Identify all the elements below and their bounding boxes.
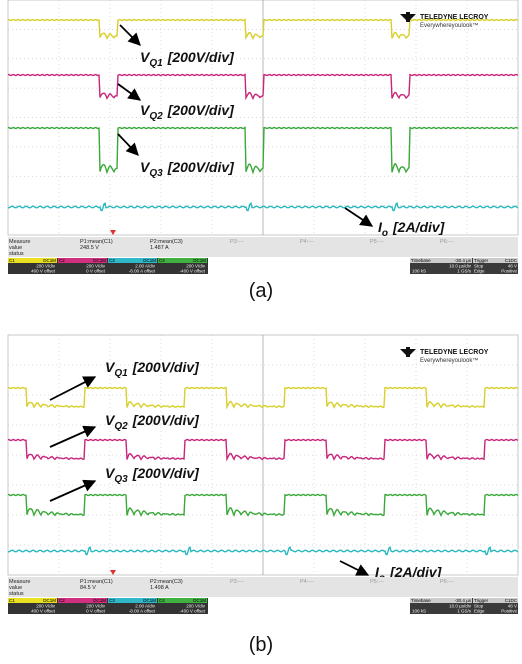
channel-coupling: DC1M <box>143 598 156 603</box>
measure-value: 1.487 A <box>150 245 169 251</box>
logo-tagline: Everywhereyoulook™ <box>420 22 478 29</box>
measure-value: 1.498 A <box>150 585 169 591</box>
timebase-samples: 100 kS <box>412 609 426 614</box>
annotation-scale: [200V/div] <box>132 465 200 481</box>
measure-status-label: status <box>9 591 24 597</box>
logo-tagline: Everywhereyoulook™ <box>420 357 478 364</box>
page: TELEDYNE LECROYEverywhereyoulook™VQ1[200… <box>0 0 522 664</box>
oscilloscope-panel: TELEDYNE LECROYEverywhereyoulook™VQ1[200… <box>8 335 518 614</box>
measure-header: P3:--- <box>230 239 244 245</box>
timebase-label: Timebase <box>411 258 431 263</box>
timebase-rate: 1 GS/s <box>457 269 472 274</box>
channel-name: C4 <box>159 258 165 263</box>
channel-offset: 0 V offset <box>86 609 106 614</box>
logo-brand: TELEDYNE LECROY <box>420 14 489 21</box>
channel-offset: -8.00 A offset <box>129 269 156 274</box>
figure: TELEDYNE LECROYEverywhereyoulook™VQ1[200… <box>0 0 522 664</box>
trigger-source: C1DC <box>505 598 518 603</box>
annotation-subscript: Q1 <box>114 368 128 379</box>
timebase-delay: -30.4 µs <box>455 598 472 603</box>
annotation-scale: [200V/div] <box>132 412 200 428</box>
measure-header: P4:--- <box>300 239 314 245</box>
channel-name: C1 <box>9 598 15 603</box>
channel-offset: -400 V offset <box>180 609 206 614</box>
measure-value: 248.5 V <box>80 245 99 251</box>
measure-header: P6:--- <box>440 239 454 245</box>
channel-coupling: DC1M <box>143 258 156 263</box>
channel-coupling: DC1M <box>93 258 106 263</box>
oscilloscope-panel: TELEDYNE LECROYEverywhereyoulook™VQ1[200… <box>8 0 518 274</box>
measure-status-label: status <box>9 251 24 257</box>
annotation-subscript: Q1 <box>149 58 163 69</box>
measure-header: P4:--- <box>300 579 314 585</box>
annotation-scale: [200V/div] <box>167 102 235 118</box>
channel-coupling: DC1M <box>193 598 206 603</box>
trigger-slope: Positive <box>501 269 517 274</box>
annotation-scale: [200V/div] <box>132 359 200 375</box>
timebase-label: Timebase <box>411 598 431 603</box>
annotation-subscript: Q3 <box>114 474 128 485</box>
channel-coupling: DC1M <box>93 598 106 603</box>
annotation-subscript: Q2 <box>149 111 163 122</box>
channel-coupling: DC1M <box>43 258 56 263</box>
channel-name: C1 <box>9 258 15 263</box>
annotation-scale: [200V/div] <box>167 49 235 65</box>
channel-offset: 400 V offset <box>31 269 56 274</box>
channel-name: C2 <box>59 598 65 603</box>
measure-value: 84.5 V <box>80 585 96 591</box>
timebase-delay: -30.4 µs <box>455 258 472 263</box>
measure-header: P5:--- <box>370 579 384 585</box>
trigger-type: Edge <box>474 269 485 274</box>
annotation-scale: [2A/div] <box>392 219 446 235</box>
channel-offset: 400 V offset <box>31 609 56 614</box>
panel-caption: (a) <box>249 280 273 302</box>
annotation-scale: [200V/div] <box>167 159 235 175</box>
measure-header: P3:--- <box>230 579 244 585</box>
channel-name: C3 <box>109 258 115 263</box>
panel-caption: (b) <box>249 634 273 656</box>
logo-brand: TELEDYNE LECROY <box>420 349 489 356</box>
timebase-rate: 1 GS/s <box>457 609 472 614</box>
trigger-label: Trigger <box>474 598 489 603</box>
trigger-label: Trigger <box>474 258 489 263</box>
measure-header: P5:--- <box>370 239 384 245</box>
channel-coupling: DC1M <box>43 598 56 603</box>
channel-name: C4 <box>159 598 165 603</box>
channel-offset: -8.00 A offset <box>129 609 156 614</box>
trigger-type: Edge <box>474 609 485 614</box>
trigger-slope: Positive <box>501 609 517 614</box>
timebase-samples: 100 kS <box>412 269 426 274</box>
annotation-subscript: Q2 <box>114 421 128 432</box>
channel-name: C3 <box>109 598 115 603</box>
trigger-source: C1DC <box>505 258 518 263</box>
channel-coupling: DC1M <box>193 258 206 263</box>
channel-offset: 0 V offset <box>86 269 106 274</box>
channel-name: C2 <box>59 258 65 263</box>
annotation-subscript: Q3 <box>149 168 163 179</box>
measure-header: P6:--- <box>440 579 454 585</box>
channel-offset: -400 V offset <box>180 269 206 274</box>
